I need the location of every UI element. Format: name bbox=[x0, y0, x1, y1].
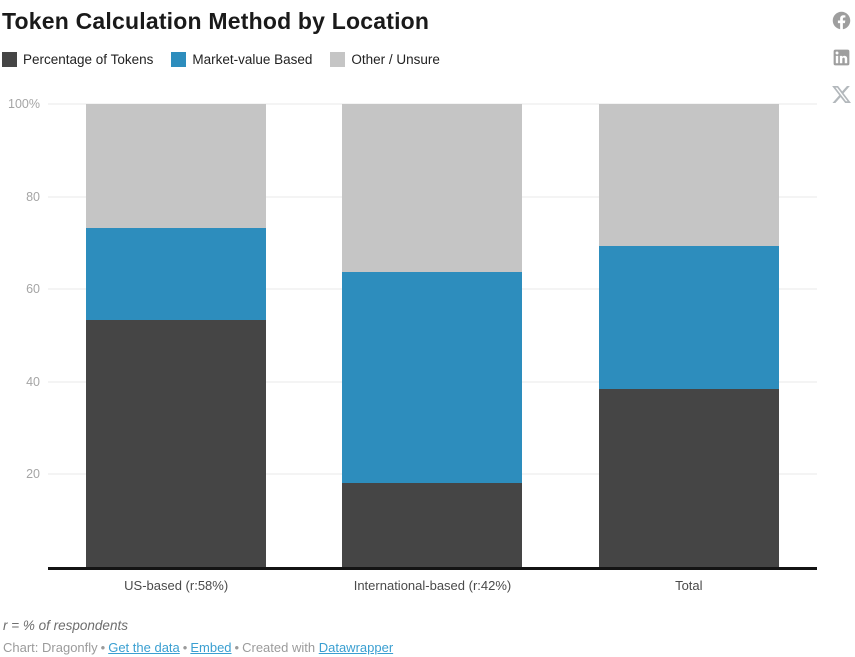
legend-label: Other / Unsure bbox=[351, 52, 440, 67]
bar-slot bbox=[48, 104, 304, 567]
legend-item-percentage-of-tokens: Percentage of Tokens bbox=[2, 52, 153, 67]
stacked-bar-3[interactable] bbox=[598, 104, 779, 567]
stacked-bar-1[interactable] bbox=[86, 104, 267, 567]
bar-segment[interactable] bbox=[598, 246, 779, 389]
chart-title: Token Calculation Method by Location bbox=[2, 8, 430, 34]
y-axis-tick-label: 60 bbox=[26, 282, 40, 297]
bar-slot bbox=[561, 104, 817, 567]
share-buttons bbox=[831, 10, 852, 105]
bar-segment[interactable] bbox=[342, 482, 523, 567]
bar-segment[interactable] bbox=[342, 104, 523, 273]
chart-note: r = % of respondents bbox=[3, 618, 128, 633]
legend-item-market-value-based: Market-value Based bbox=[171, 52, 312, 67]
x-axis-labels: US-based (r:58%) International-based (r:4… bbox=[48, 570, 817, 593]
legend-label: Percentage of Tokens bbox=[23, 52, 154, 67]
y-axis-tick-label: 100% bbox=[8, 97, 40, 111]
bar-segment[interactable] bbox=[598, 104, 779, 247]
y-axis-tick-label: 80 bbox=[26, 189, 40, 204]
x-share-icon[interactable] bbox=[831, 84, 852, 105]
legend-label: Market-value Based bbox=[192, 52, 313, 67]
bar-segment[interactable] bbox=[86, 320, 267, 567]
legend-item-other-unsure: Other / Unsure bbox=[330, 52, 440, 67]
x-axis-category-label: Total bbox=[675, 578, 703, 593]
stacked-bar-2[interactable] bbox=[342, 104, 523, 567]
y-axis-tick-label: 40 bbox=[26, 374, 40, 389]
separator: • bbox=[182, 640, 188, 655]
separator: • bbox=[234, 640, 240, 655]
chart-legend: Percentage of Tokens Market-value Based … bbox=[2, 52, 855, 67]
get-the-data-link[interactable]: Get the data bbox=[108, 640, 180, 655]
embed-link[interactable]: Embed bbox=[190, 640, 232, 655]
x-axis-category-label: International-based (r:42%) bbox=[353, 578, 512, 593]
bars-container bbox=[48, 104, 817, 567]
bar-segment[interactable] bbox=[86, 227, 267, 321]
linkedin-share-icon[interactable] bbox=[831, 47, 852, 68]
bar-segment[interactable] bbox=[342, 272, 523, 483]
datawrapper-link[interactable]: Datawrapper bbox=[318, 640, 394, 655]
legend-swatch bbox=[2, 52, 17, 67]
chart-credit: Chart: Dragonfly bbox=[3, 640, 98, 655]
x-axis-category-label: US-based (r:58%) bbox=[124, 578, 229, 593]
legend-swatch bbox=[171, 52, 187, 67]
stacked-bar-chart: 20 40 60 80 100% US-based (r:58%) Internation… bbox=[8, 97, 817, 593]
plot-area: 20 40 60 80 100% bbox=[8, 97, 817, 570]
bar-segment[interactable] bbox=[598, 388, 779, 567]
facebook-share-icon[interactable] bbox=[831, 10, 852, 31]
created-with-text: Created with bbox=[242, 640, 316, 655]
separator: • bbox=[100, 640, 106, 655]
bar-segment[interactable] bbox=[86, 104, 267, 228]
y-axis-tick-label: 20 bbox=[26, 467, 40, 482]
legend-swatch bbox=[330, 52, 346, 67]
attribution-line: Chart: Dragonfly • Get the data • Embed • Crea… bbox=[3, 640, 855, 655]
bar-slot bbox=[304, 104, 560, 567]
